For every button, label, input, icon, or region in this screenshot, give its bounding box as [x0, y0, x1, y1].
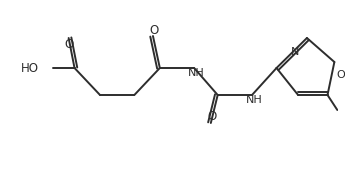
Text: HO: HO [21, 61, 39, 74]
Text: O: O [64, 39, 73, 51]
Text: N: N [291, 47, 299, 57]
Text: O: O [207, 111, 216, 123]
Text: O: O [337, 70, 345, 80]
Text: NH: NH [188, 68, 205, 78]
Text: NH: NH [246, 95, 262, 105]
Text: O: O [149, 23, 159, 36]
